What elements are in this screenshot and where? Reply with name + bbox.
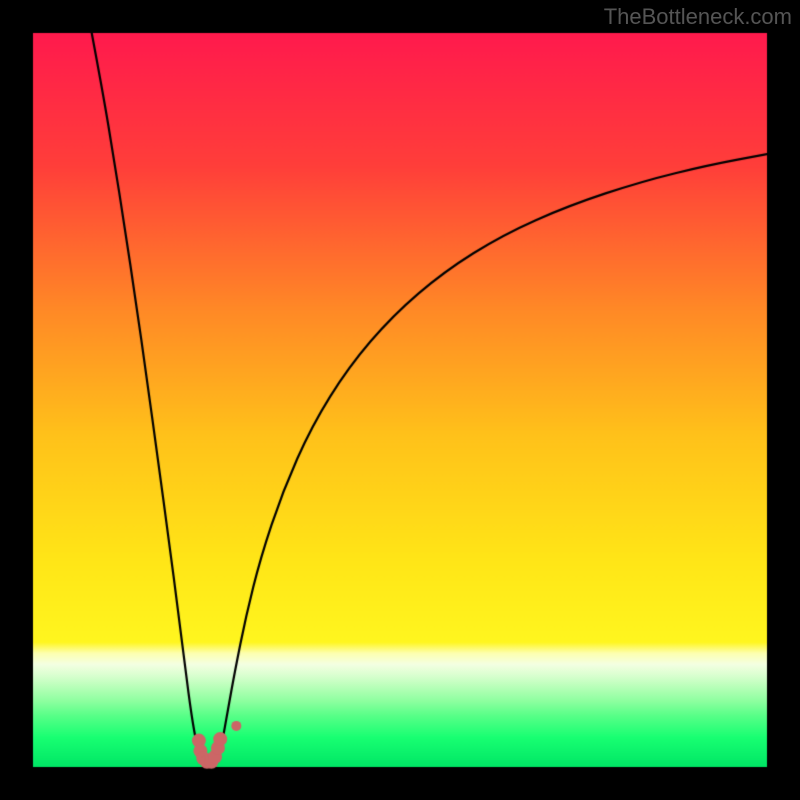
watermark-label: TheBottleneck.com — [604, 4, 792, 30]
bottleneck-curve-chart — [0, 0, 800, 800]
chart-container: TheBottleneck.com — [0, 0, 800, 800]
